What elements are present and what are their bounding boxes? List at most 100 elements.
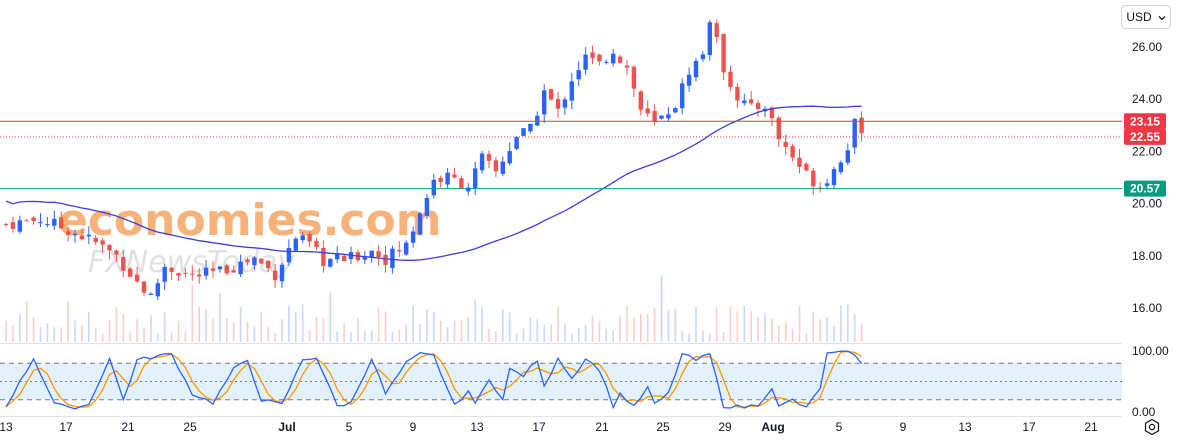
volume-bar — [446, 327, 449, 342]
candle — [749, 99, 754, 104]
candle — [390, 248, 395, 269]
candle — [231, 270, 236, 273]
candle — [638, 91, 643, 110]
volume-bar — [232, 322, 235, 342]
volume-bar — [364, 331, 366, 342]
time-tick-label: 21 — [121, 420, 135, 434]
candle — [776, 117, 781, 140]
volume-bar — [591, 316, 594, 342]
volume-bar — [308, 330, 311, 342]
candle — [797, 157, 802, 167]
volume-bar — [260, 311, 263, 342]
candle — [72, 233, 78, 236]
volume-bar — [357, 318, 359, 342]
candle — [38, 222, 43, 224]
price-tick-label: 18.00 — [1132, 249, 1162, 263]
resistance-price-tag — [1124, 113, 1166, 130]
volume-bar — [784, 321, 787, 342]
volume-bars — [5, 275, 863, 342]
candle — [252, 257, 257, 266]
volume-bar — [467, 317, 470, 342]
volume-bar — [495, 331, 497, 342]
currency-selector[interactable]: USD — [1121, 5, 1171, 29]
volume-bar — [488, 328, 490, 342]
candle — [272, 270, 278, 281]
volume-bar — [557, 307, 559, 342]
candle — [300, 235, 305, 241]
candle — [134, 274, 140, 282]
time-tick-label: 13 — [0, 420, 13, 434]
candle — [45, 224, 50, 226]
candle — [307, 233, 312, 242]
volume-bar — [743, 306, 746, 342]
stochastic-d-line — [5, 350, 862, 408]
volume-bar — [688, 333, 690, 342]
volume-bar — [239, 306, 242, 342]
candle — [707, 22, 712, 56]
volume-bar — [564, 323, 566, 342]
volume-bar — [633, 318, 635, 342]
support-price-tag — [1124, 180, 1166, 197]
time-tick-label: 13 — [470, 420, 484, 434]
candle — [852, 118, 857, 148]
volume-bar — [605, 329, 608, 342]
stochastic-tick-label: 100.00 — [1132, 344, 1169, 358]
volume-bar — [253, 326, 256, 342]
candle — [604, 61, 609, 63]
candle — [224, 265, 229, 274]
volume-bar — [184, 330, 187, 342]
candle — [245, 259, 250, 263]
volume-bar — [612, 330, 614, 342]
volume-bar — [571, 333, 573, 342]
volume-bar — [60, 327, 62, 342]
candle — [693, 60, 699, 78]
candle — [65, 231, 71, 236]
candle — [79, 235, 85, 240]
gear-icon[interactable] — [1143, 418, 1161, 436]
volume-bar — [798, 306, 801, 342]
volume-bar — [267, 327, 269, 342]
volume-bar — [640, 314, 642, 342]
volume-bar — [74, 320, 76, 342]
candle — [624, 65, 630, 68]
candle — [548, 89, 554, 100]
volume-bar — [343, 323, 345, 342]
candle — [114, 250, 119, 255]
candle — [17, 220, 22, 232]
volume-bar — [646, 314, 649, 342]
candle — [155, 283, 160, 297]
volume-bar — [778, 325, 780, 342]
price-tick-label: 22.00 — [1132, 144, 1162, 158]
volume-bar — [433, 311, 435, 342]
volume-bar — [384, 311, 387, 342]
candle — [210, 268, 216, 271]
volume-bar — [709, 333, 711, 342]
candle — [493, 160, 499, 172]
volume-bar — [474, 299, 476, 342]
watermark-brand: economies.com — [58, 195, 442, 246]
volume-bar — [702, 330, 704, 342]
candle — [279, 264, 285, 282]
volume-bar — [391, 332, 394, 342]
candle — [431, 179, 436, 196]
volume-bar — [81, 325, 83, 342]
candle — [542, 90, 547, 115]
volume-bar — [522, 328, 525, 342]
stochastic-k-line — [5, 350, 863, 410]
candle — [293, 238, 298, 251]
volume-bar — [157, 333, 159, 342]
candle — [438, 177, 443, 182]
candle — [397, 249, 402, 252]
candle — [86, 234, 91, 237]
volume-bar — [529, 317, 532, 342]
volume-bar — [405, 324, 407, 342]
volume-bar — [32, 317, 35, 342]
candle — [479, 153, 485, 171]
candle — [328, 258, 333, 267]
time-tick-label: 9 — [410, 420, 417, 434]
candle — [652, 110, 657, 122]
volume-bar — [847, 304, 849, 342]
volume-bar — [853, 313, 856, 342]
candle — [500, 161, 505, 174]
